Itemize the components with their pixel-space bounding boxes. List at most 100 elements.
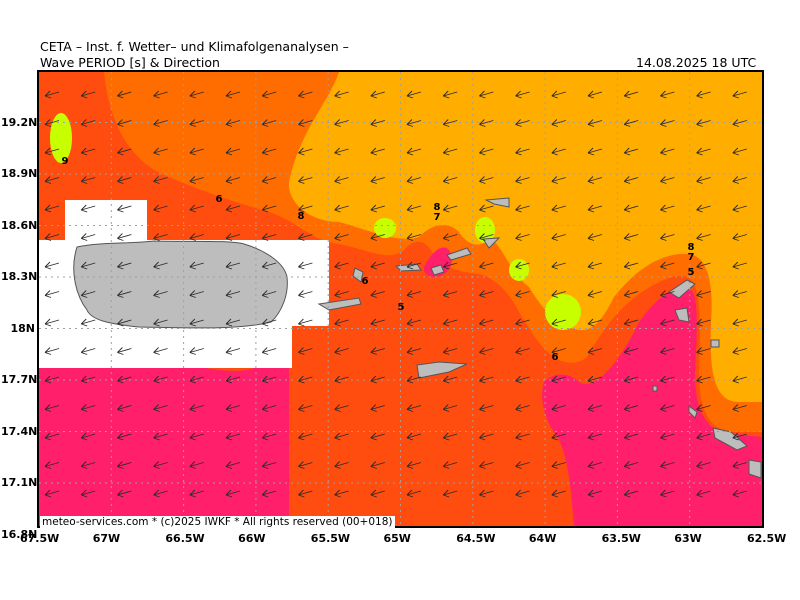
wave-arrow [80, 404, 96, 412]
wave-arrow [261, 90, 277, 99]
wave-arrow [334, 489, 349, 498]
copyright-footer: meteo-services.com * (c)2025 IWKF * All … [40, 516, 395, 528]
lat-tick-label: 19.2N [1, 115, 38, 129]
wave-arrow [153, 176, 168, 184]
wave-arrow [515, 119, 530, 127]
wave-arrow [732, 176, 747, 184]
wave-arrow [225, 119, 241, 127]
wave-arrow [225, 461, 241, 469]
wave-arrow [225, 347, 241, 355]
wave-arrow [225, 261, 241, 270]
virgin-gorda-island [482, 237, 501, 249]
wave-arrow [117, 147, 132, 156]
contour-label: 6 [216, 194, 223, 205]
wave-arrow [696, 147, 711, 156]
wave-arrow [80, 90, 96, 99]
culebra-island [352, 267, 364, 283]
wave-arrow [298, 404, 313, 412]
wave-arrow [660, 204, 675, 213]
wave-arrow [261, 404, 277, 412]
wave-arrow [298, 204, 313, 213]
wave-arrow [479, 461, 494, 469]
wave-arrow [225, 432, 241, 441]
st-john-island [430, 264, 445, 276]
wave-arrow [515, 147, 530, 156]
wave-arrow [80, 461, 96, 469]
lon-tick-label: 63.5W [601, 532, 641, 545]
lon-tick-label: 65W [383, 532, 411, 545]
wave-arrow [623, 375, 639, 384]
wave-arrow [442, 233, 458, 241]
wave-arrow [660, 233, 675, 241]
wave-arrow [587, 176, 603, 184]
wave-arrow [225, 147, 241, 156]
period-5-zone-southeast [542, 287, 762, 526]
lon-tick-label: 67W [92, 532, 121, 545]
wave-arrow [587, 404, 603, 412]
guadeloupe-island [748, 459, 762, 479]
wave-arrow [44, 233, 60, 241]
wave-arrow [551, 90, 566, 99]
wave-arrow [660, 489, 675, 498]
wave-arrow [406, 404, 422, 412]
wave-arrow [660, 119, 675, 127]
wave-arrow [479, 261, 494, 270]
wave-arrow [442, 261, 458, 270]
wave-arrow [225, 404, 241, 412]
wave-arrow [225, 375, 241, 384]
wave-arrow [117, 176, 132, 184]
wave-arrow [334, 204, 349, 213]
wave-arrow [153, 404, 168, 412]
wave-arrow [442, 119, 458, 127]
wave-arrow [406, 461, 422, 469]
wave-arrow [298, 432, 313, 441]
wave-arrow [515, 176, 530, 184]
wave-arrow [515, 432, 530, 441]
wave-arrow [623, 404, 639, 412]
wave-arrow [117, 489, 132, 498]
wave-arrow [406, 489, 422, 498]
wave-arrow [623, 318, 639, 327]
nevis-island [710, 339, 720, 348]
st-barthelemy-island [674, 307, 690, 323]
wave-arrow [479, 404, 494, 412]
wave-arrow [515, 204, 530, 213]
wave-arrow [117, 233, 132, 241]
contour-label: 7 [688, 252, 695, 263]
wave-arrow [80, 489, 96, 498]
wave-arrow [44, 404, 60, 412]
wave-arrow [732, 290, 747, 298]
lon-tick-label: 64.5W [456, 532, 496, 545]
wave-arrow [515, 347, 530, 355]
wave-arrow [80, 233, 96, 241]
wave-arrow [44, 347, 60, 355]
wave-arrow [189, 90, 204, 99]
wave-arrow [189, 318, 204, 327]
wave-arrow [189, 176, 204, 184]
wave-arrow [117, 318, 132, 327]
wave-arrow [515, 261, 530, 270]
wave-arrow [80, 147, 96, 156]
lat-tick-label: 18.6N [1, 218, 38, 232]
wave-arrow [261, 432, 277, 441]
lon-tick-label: 66.5W [165, 532, 205, 545]
wave-arrow [696, 204, 711, 213]
wave-arrow [370, 233, 385, 241]
lat-tick-label: 17.1N [1, 476, 38, 489]
wave-arrow [442, 204, 458, 213]
wave-arrow [298, 375, 313, 384]
wave-arrow [80, 375, 96, 384]
wave-arrow [551, 204, 566, 213]
wave-arrow [189, 261, 204, 270]
wave-arrow [732, 489, 747, 498]
wave-arrow [732, 204, 747, 213]
wave-arrow [261, 119, 277, 127]
wave-arrow [370, 375, 385, 384]
wave-arrow [587, 147, 603, 156]
lon-tick-label: 67.5W [20, 532, 60, 545]
wave-arrow [117, 204, 132, 213]
wave-arrow [298, 176, 313, 184]
wave-arrow [298, 489, 313, 498]
